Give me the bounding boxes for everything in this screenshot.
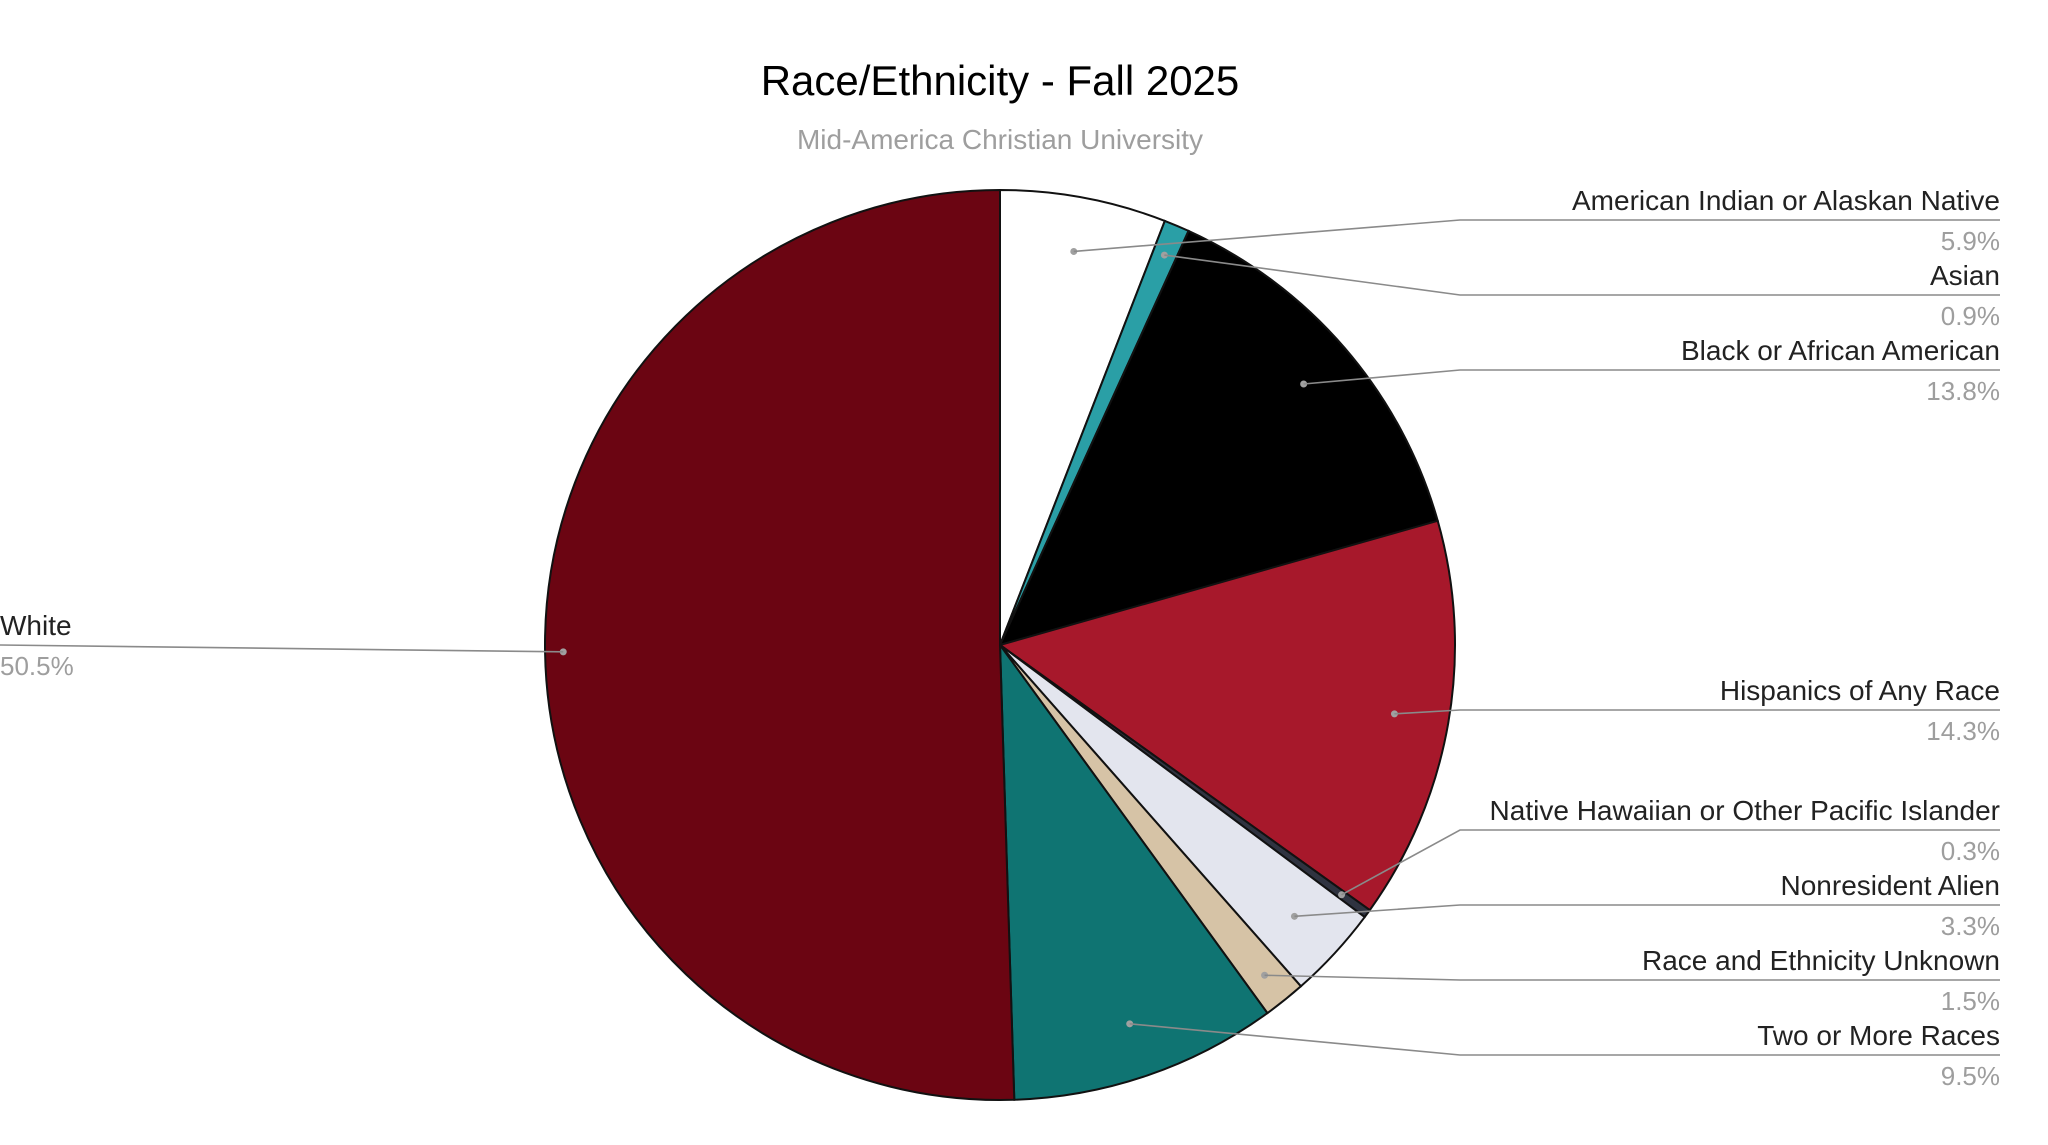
slice-label-nonresident-alien: Nonresident Alien <box>1781 870 2000 901</box>
slice-value-nonresident-alien: 3.3% <box>1941 911 2000 941</box>
pie-slice-black-or-african-american <box>998 229 1439 647</box>
slice-value-black-or-african-american: 13.8% <box>1926 376 2000 406</box>
slice-label-white: White <box>0 610 72 641</box>
leader-line-asian <box>1164 254 2000 296</box>
pie-slice-two-or-more-races <box>998 641 1269 1101</box>
leader-line-nonresident-alien <box>1294 904 2000 918</box>
slice-label-american-indian-or-alaskan-native: American Indian or Alaskan Native <box>1572 185 2000 216</box>
slice-label-black-or-african-american: Black or African American <box>1681 335 2000 366</box>
leader-line-native-hawaiian-or-other-pacific-islander <box>1341 829 2000 896</box>
slice-value-native-hawaiian-or-other-pacific-islander: 0.3% <box>1941 836 2000 866</box>
leader-dot-two-or-more-races <box>1126 1020 1134 1028</box>
slice-label-asian: Asian <box>1930 260 2000 291</box>
leader-line-american-indian-or-alaskan-native <box>1073 219 2000 253</box>
chart-title: Race/Ethnicity - Fall 2025 <box>761 57 1240 104</box>
slice-value-two-or-more-races: 9.5% <box>1941 1061 2000 1091</box>
pie-slice-white <box>544 188 1016 1101</box>
slice-value-race-and-ethnicity-unknown: 1.5% <box>1941 986 2000 1016</box>
pie-slice-american-indian-or-alaskan-native <box>999 188 1167 646</box>
slice-label-hispanics-of-any-race: Hispanics of Any Race <box>1720 675 2000 706</box>
leader-line-white <box>0 644 564 653</box>
slice-label-native-hawaiian-or-other-pacific-islander: Native Hawaiian or Other Pacific Islande… <box>1490 795 2000 826</box>
slice-label-two-or-more-races: Two or More Races <box>1757 1020 2000 1051</box>
leader-line-two-or-more-races <box>1129 1023 2000 1056</box>
chart-subtitle: Mid-America Christian University <box>797 124 1203 155</box>
leader-line-race-and-ethnicity-unknown <box>1264 974 2000 981</box>
slice-label-race-and-ethnicity-unknown: Race and Ethnicity Unknown <box>1642 945 2000 976</box>
slice-labels: American Indian or Alaskan Native 5.9% Asi… <box>0 185 2000 1091</box>
slice-value-hispanics-of-any-race: 14.3% <box>1926 716 2000 746</box>
leader-lines <box>0 219 2000 1056</box>
slice-value-asian: 0.9% <box>1941 301 2000 331</box>
leader-line-black-or-african-american <box>1303 369 2000 385</box>
slice-value-american-indian-or-alaskan-native: 5.9% <box>1941 226 2000 256</box>
slice-value-white: 50.5% <box>0 651 74 681</box>
pie-slices <box>544 188 1456 1101</box>
leader-line-hispanics-of-any-race <box>1394 709 2000 715</box>
pie-slice-hispanics-of-any-race <box>997 519 1456 912</box>
